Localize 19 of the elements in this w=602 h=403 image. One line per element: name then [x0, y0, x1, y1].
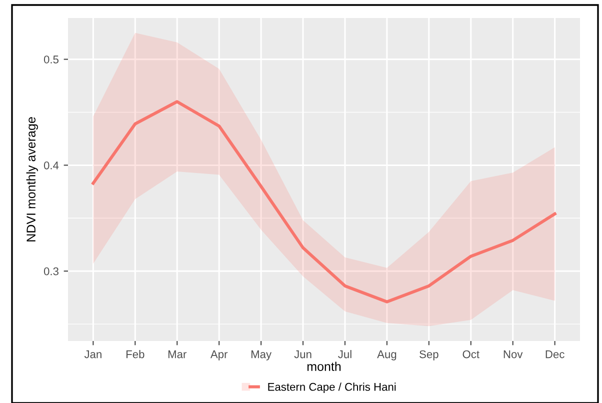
x-tick-label: Mar — [168, 350, 186, 358]
x-tick-label: Jan — [84, 350, 102, 358]
legend-label: Eastern Cape / Chris Hani — [268, 382, 396, 393]
x-tick-label: May — [251, 350, 272, 360]
x-tick-label: Oct — [462, 350, 480, 358]
y-tick-label: 0.4 — [44, 161, 59, 170]
x-axis-title: month — [307, 362, 341, 371]
x-tick-label: Aug — [377, 350, 396, 360]
y-axis-title: NDVI monthly average — [26, 117, 38, 242]
x-tick-label: Jun — [294, 350, 312, 358]
x-tick-label: Nov — [504, 350, 523, 358]
x-tick-label: Sep — [420, 350, 438, 360]
x-tick-label: Feb — [126, 350, 144, 358]
x-tick-label: Dec — [546, 350, 564, 358]
y-tick-label: 0.3 — [44, 267, 58, 276]
line-series — [92, 100, 556, 304]
x-tick-label: Apr — [210, 350, 228, 360]
y-tick-label: 0.5 — [44, 56, 59, 64]
x-tick-label: Jul — [338, 350, 352, 358]
